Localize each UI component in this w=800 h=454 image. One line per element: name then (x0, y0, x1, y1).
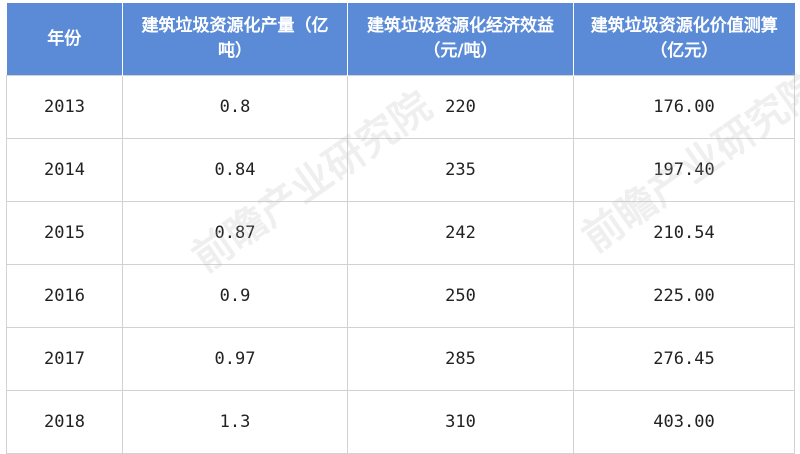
table-row: 2015 0.87 242 210.54 (6, 201, 795, 265)
table-cell: 220 (347, 75, 574, 139)
table-cell: 1.3 (122, 390, 348, 454)
table-row: 2016 0.9 250 225.00 (6, 264, 795, 328)
table-cell: 0.9 (122, 264, 348, 328)
table-cell: 2016 (6, 264, 123, 328)
column-header: 建筑垃圾资源化产量（亿吨） (122, 3, 348, 76)
header-row: 年份 建筑垃圾资源化产量（亿吨） 建筑垃圾资源化经济效益（元/吨） 建筑垃圾资源化价值… (6, 3, 795, 76)
data-table: 年份 建筑垃圾资源化产量（亿吨） 建筑垃圾资源化经济效益（元/吨） 建筑垃圾资源化价值… (6, 3, 795, 454)
table-cell: 285 (347, 327, 574, 391)
table-cell: 225.00 (573, 264, 795, 328)
table-row: 2017 0.97 285 276.45 (6, 327, 795, 391)
table-cell: 0.84 (122, 138, 348, 202)
table-cell: 2017 (6, 327, 123, 391)
table-cell: 2013 (6, 75, 123, 139)
table-cell: 403.00 (573, 390, 795, 454)
column-header: 建筑垃圾资源化价值测算（亿元） (573, 3, 795, 76)
table-cell: 197.40 (573, 138, 795, 202)
table-row: 2014 0.84 235 197.40 (6, 138, 795, 202)
column-header: 建筑垃圾资源化经济效益（元/吨） (347, 3, 574, 76)
table-cell: 242 (347, 201, 574, 265)
table-row: 2018 1.3 310 403.00 (6, 390, 795, 454)
table-cell: 250 (347, 264, 574, 328)
table-cell: 0.97 (122, 327, 348, 391)
table-cell: 0.8 (122, 75, 348, 139)
table-cell: 210.54 (573, 201, 795, 265)
table-cell: 276.45 (573, 327, 795, 391)
table-cell: 310 (347, 390, 574, 454)
table-cell: 2015 (6, 201, 123, 265)
table-cell: 0.87 (122, 201, 348, 265)
column-header: 年份 (6, 3, 123, 76)
table-cell: 2018 (6, 390, 123, 454)
table-cell: 176.00 (573, 75, 795, 139)
table-cell: 2014 (6, 138, 123, 202)
table-row: 2013 0.8 220 176.00 (6, 75, 795, 139)
table-cell: 235 (347, 138, 574, 202)
